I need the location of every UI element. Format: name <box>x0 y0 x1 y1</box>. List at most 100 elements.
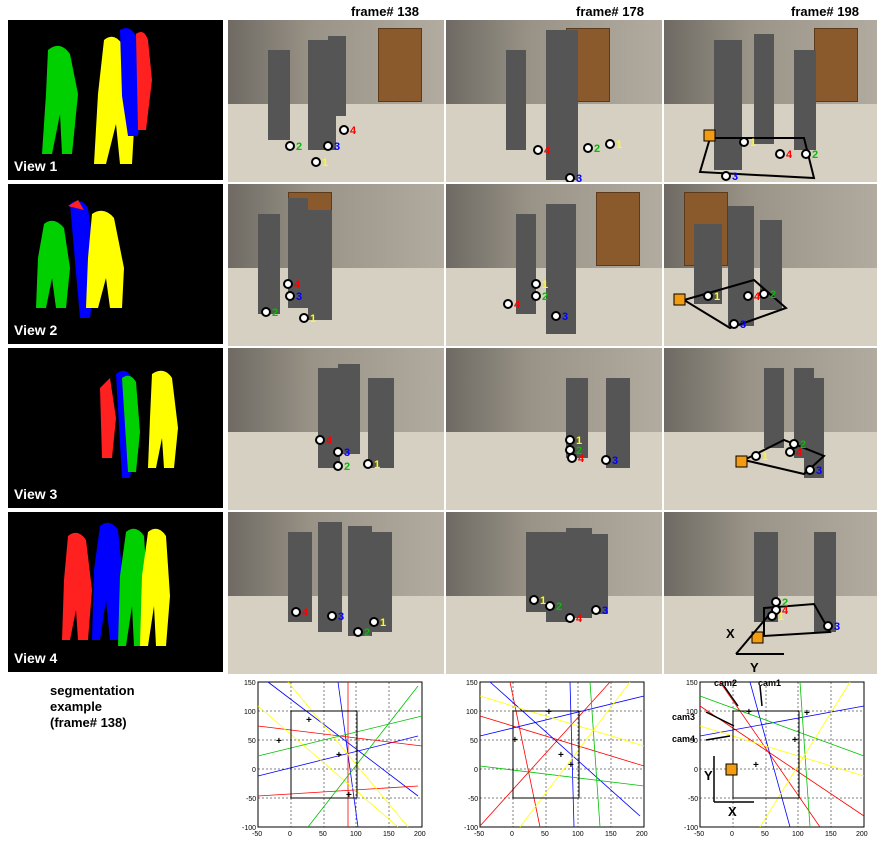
svg-text:4: 4 <box>576 613 583 625</box>
svg-text:4: 4 <box>544 145 551 157</box>
svg-text:3: 3 <box>338 611 344 623</box>
svg-text:+: + <box>753 760 759 771</box>
svg-text:4: 4 <box>294 279 301 291</box>
svg-text:150: 150 <box>605 831 617 838</box>
view-label-4: View 4 <box>14 650 58 666</box>
svg-text:+: + <box>746 707 752 718</box>
cam1-label: cam1 <box>758 678 781 688</box>
svg-text:+: + <box>558 750 564 761</box>
svg-text:1: 1 <box>374 459 380 471</box>
silhouette-view-1 <box>42 28 152 164</box>
svg-text:100: 100 <box>572 831 584 838</box>
frame-138-view-4: 4 3 2 1 <box>228 512 444 674</box>
person-markers: 4 3 2 1 <box>315 364 394 473</box>
svg-text:4: 4 <box>302 607 309 619</box>
svg-text:3: 3 <box>732 171 738 182</box>
plot-yticks: 150 100 50 0 -50 -100 <box>464 680 478 832</box>
svg-text:1: 1 <box>380 617 386 629</box>
person-markers: 4 3 2 1 <box>288 522 392 639</box>
svg-text:2: 2 <box>770 289 776 301</box>
plot-axis-x: X <box>728 804 737 819</box>
frame-138-view-1: 2 1 3 4 <box>228 20 444 182</box>
svg-text:-50: -50 <box>468 796 478 803</box>
svg-text:50: 50 <box>319 831 327 838</box>
svg-text:100: 100 <box>244 709 256 716</box>
svg-text:+: + <box>276 736 282 747</box>
svg-text:150: 150 <box>383 831 395 838</box>
caption-line-1: segmentation <box>50 683 135 698</box>
svg-text:100: 100 <box>686 709 698 716</box>
svg-text:-50: -50 <box>688 796 698 803</box>
frame-198-view-3: 1 2 4 3 <box>664 348 877 510</box>
view-label-1: View 1 <box>14 158 58 174</box>
svg-text:4: 4 <box>786 149 793 161</box>
svg-text:0: 0 <box>252 767 256 774</box>
svg-text:3: 3 <box>602 605 608 617</box>
svg-text:-100: -100 <box>464 825 478 832</box>
view-label-3: View 3 <box>14 486 58 502</box>
svg-text:2: 2 <box>594 143 600 155</box>
plot-yticks: 150 100 50 0 -50 -100 <box>242 680 256 832</box>
svg-text:200: 200 <box>856 831 868 838</box>
svg-text:1: 1 <box>576 435 582 447</box>
person-markers: 1 2 4 3 <box>735 368 826 478</box>
person-markers: 4 2 1 3 <box>506 30 622 182</box>
svg-text:2: 2 <box>556 601 562 613</box>
frame-198-view-1: 1 4 2 3 <box>664 20 877 182</box>
svg-text:2: 2 <box>812 149 818 161</box>
svg-text:4: 4 <box>796 447 803 459</box>
cam4-label: cam4 <box>672 734 695 744</box>
person-markers: 1 4 2 3 <box>698 34 818 182</box>
svg-text:3: 3 <box>296 291 302 303</box>
segmentation-view-2: View 2 <box>8 184 223 344</box>
svg-text:4: 4 <box>326 435 333 447</box>
svg-text:50: 50 <box>761 831 769 838</box>
svg-text:1: 1 <box>322 157 328 169</box>
svg-text:2: 2 <box>364 627 370 639</box>
plot-xticks: -50 0 50 100 150 200 <box>252 831 426 838</box>
svg-text:1: 1 <box>762 451 768 463</box>
person-markers: 1 2 4 3 <box>526 528 608 625</box>
person-markers: 2 1 3 4 <box>268 36 357 169</box>
svg-text:0: 0 <box>474 767 478 774</box>
segmentation-view-4: View 4 <box>8 512 223 672</box>
svg-text:3: 3 <box>562 311 568 323</box>
svg-text:1: 1 <box>310 313 316 325</box>
svg-text:1: 1 <box>540 595 546 607</box>
person-markers: 1 2 4 3 <box>565 378 630 468</box>
svg-text:1: 1 <box>616 139 622 151</box>
svg-text:-100: -100 <box>684 825 698 832</box>
svg-text:100: 100 <box>792 831 804 838</box>
plot-xticks: -50 0 50 100 150 200 <box>474 831 648 838</box>
svg-text:4: 4 <box>578 453 585 465</box>
svg-text:-50: -50 <box>474 831 484 838</box>
svg-text:3: 3 <box>334 141 340 153</box>
svg-text:150: 150 <box>244 680 256 687</box>
silhouette-view-3 <box>100 370 178 478</box>
axis-y-label: Y <box>750 660 759 674</box>
svg-text:+: + <box>792 735 798 746</box>
svg-text:3: 3 <box>740 319 746 331</box>
axis-x-label: X <box>726 626 735 641</box>
segmentation-view-3: View 3 <box>8 348 223 508</box>
svg-text:3: 3 <box>834 621 840 633</box>
svg-text:200: 200 <box>636 831 648 838</box>
svg-text:2: 2 <box>296 141 302 153</box>
svg-text:2: 2 <box>782 597 788 609</box>
silhouette-view-2 <box>36 200 124 318</box>
svg-text:4: 4 <box>514 299 521 311</box>
svg-text:1: 1 <box>714 291 720 303</box>
svg-text:3: 3 <box>576 173 582 182</box>
svg-text:2: 2 <box>542 291 548 303</box>
header-frame-198: frame# 198 <box>791 4 859 19</box>
svg-text:+: + <box>568 760 574 771</box>
svg-text:-100: -100 <box>242 825 256 832</box>
svg-text:+: + <box>512 735 518 746</box>
svg-text:1: 1 <box>750 137 756 149</box>
header-frame-138: frame# 138 <box>351 4 419 19</box>
caption-line-3: (frame# 138) <box>50 715 127 730</box>
frame-138-view-3: 4 3 2 1 <box>228 348 444 510</box>
svg-text:+: + <box>306 715 312 726</box>
svg-text:100: 100 <box>466 709 478 716</box>
svg-text:150: 150 <box>825 831 837 838</box>
